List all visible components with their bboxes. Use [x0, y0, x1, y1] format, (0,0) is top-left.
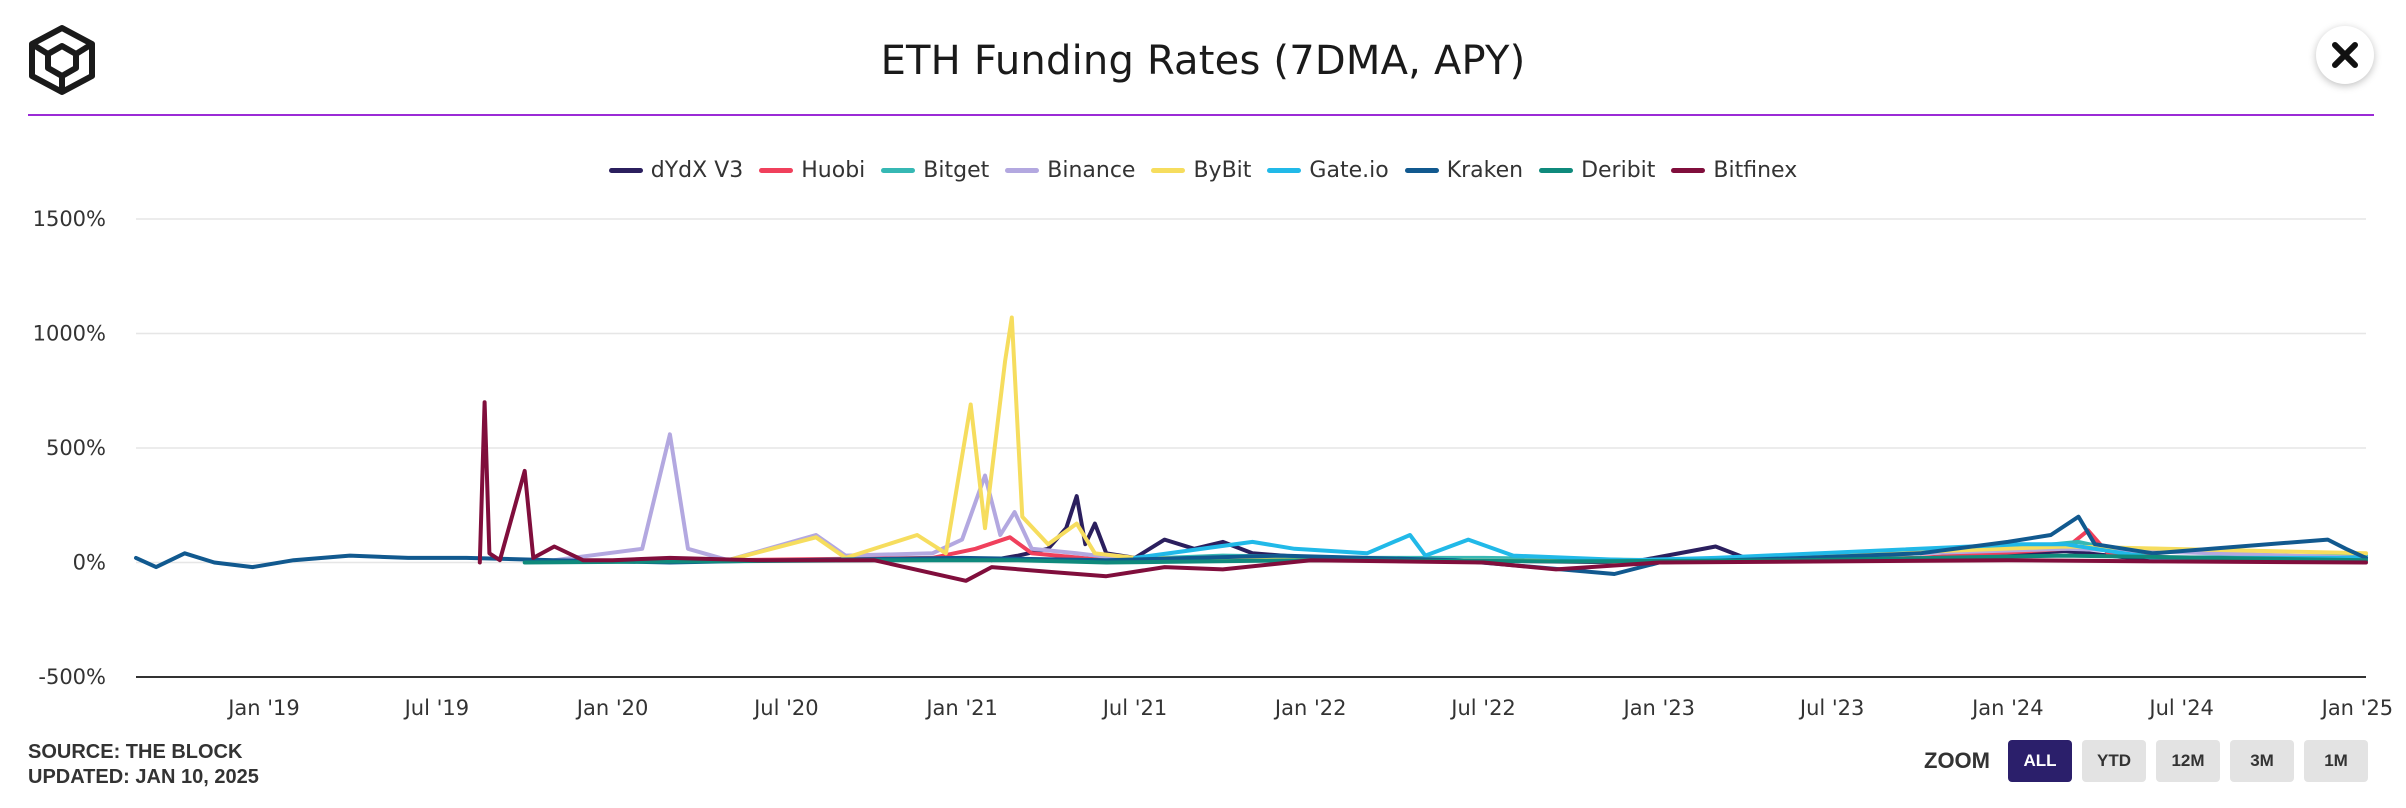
x-tick-label: Jan '25: [2320, 696, 2394, 720]
legend-label: Bitfinex: [1713, 158, 1798, 183]
y-tick-label: 500%: [46, 436, 106, 460]
zoom-ytd-button[interactable]: YTD: [2082, 740, 2146, 782]
legend-label: dYdX V3: [650, 158, 744, 183]
legend-item[interactable]: Huobi: [759, 158, 865, 183]
x-tick-label: Jul '22: [1449, 696, 1516, 720]
x-tick-label: Jan '22: [1273, 696, 1347, 720]
chart-title: ETH Funding Rates (7DMA, APY): [880, 38, 1526, 84]
legend-label: Binance: [1047, 158, 1136, 183]
legend-item[interactable]: dYdX V3: [608, 158, 744, 183]
legend-label: Deribit: [1581, 158, 1656, 183]
legend-swatch: [1151, 168, 1186, 173]
x-tick-label: Jan '21: [924, 696, 998, 720]
legend-item[interactable]: ByBit: [1151, 158, 1251, 183]
y-tick-label: -500%: [38, 665, 106, 689]
legend-swatch: [1671, 168, 1706, 173]
header-divider: [28, 114, 2374, 116]
legend-item[interactable]: Bitfinex: [1671, 158, 1797, 183]
y-tick-label: 1000%: [33, 322, 106, 346]
legend-item[interactable]: Binance: [1005, 158, 1135, 183]
legend-item[interactable]: Gate.io: [1267, 158, 1389, 183]
legend-label: Kraken: [1446, 158, 1524, 183]
zoom-12m-button[interactable]: 12M: [2156, 740, 2220, 782]
the-block-logo-icon: [29, 25, 95, 95]
legend-item[interactable]: Deribit: [1539, 158, 1655, 183]
series-line-kraken: [134, 514, 2368, 576]
legend-swatch: [1539, 168, 1574, 173]
legend-label: ByBit: [1193, 158, 1252, 183]
y-tick-label: 0%: [73, 551, 106, 575]
series-line-gate-io: [1133, 533, 2368, 563]
x-tick-label: Jan '19: [226, 696, 300, 720]
legend-swatch: [1267, 168, 1302, 173]
legend-label: Gate.io: [1309, 158, 1389, 183]
legend-swatch: [608, 168, 643, 173]
zoom-controls: ZOOM ALL YTD 12M 3M 1M: [1924, 740, 2368, 782]
legend-item[interactable]: Kraken: [1404, 158, 1524, 183]
legend-label: Huobi: [801, 158, 866, 183]
chart-legend: dYdX V3 Huobi Bitget Binance ByBit Gate.io Kra…: [0, 158, 2406, 183]
series-line-bybit: [726, 315, 2368, 564]
source-note: SOURCE: THE BLOCK UPDATED: JAN 10, 2025: [28, 740, 259, 790]
legend-label: Bitget: [923, 158, 990, 183]
legend-swatch: [1005, 168, 1040, 173]
zoom-1m-button[interactable]: 1M: [2304, 740, 2368, 782]
x-tick-label: Jul '21: [1101, 696, 1168, 720]
legend-swatch: [1404, 168, 1439, 173]
zoom-label: ZOOM: [1924, 748, 1990, 773]
legend-swatch: [881, 168, 916, 173]
x-tick-label: Jul '20: [752, 696, 819, 720]
source-text: SOURCE: THE BLOCK: [28, 741, 243, 763]
legend-swatch: [759, 168, 794, 173]
x-tick-label: Jan '24: [1970, 696, 2044, 720]
close-button[interactable]: [2316, 26, 2374, 84]
zoom-all-button[interactable]: ALL: [2008, 740, 2072, 782]
zoom-3m-button[interactable]: 3M: [2230, 740, 2294, 782]
x-tick-label: Jan '20: [575, 696, 649, 720]
close-icon: [2332, 42, 2358, 68]
y-tick-label: 1500%: [33, 207, 106, 231]
x-tick-label: Jul '24: [2147, 696, 2214, 720]
updated-text: UPDATED: JAN 10, 2025: [28, 766, 259, 788]
x-tick-label: Jan '23: [1622, 696, 1696, 720]
series-line-bitfinex: [477, 400, 2368, 583]
x-tick-label: Jul '19: [403, 696, 470, 720]
legend-item[interactable]: Bitget: [881, 158, 989, 183]
x-tick-label: Jul '23: [1798, 696, 1865, 720]
